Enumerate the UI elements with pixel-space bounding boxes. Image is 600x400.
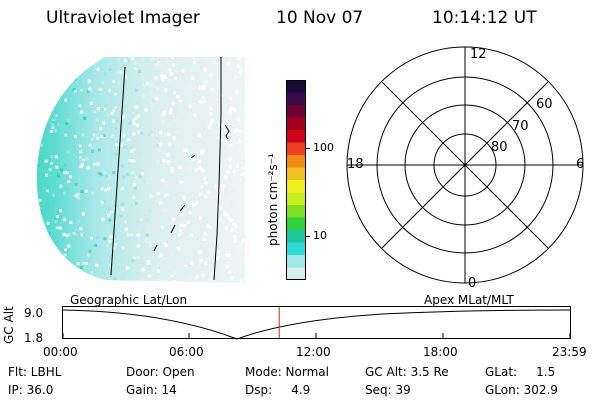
colorbar-band	[286, 130, 306, 143]
polar-diagonal-2	[381, 81, 549, 249]
door-value: Door: Open	[126, 365, 195, 379]
filter-value: Flt: LBHL	[8, 365, 62, 379]
colorbar-band	[286, 230, 306, 243]
altitude-timeline-plot[interactable]	[62, 306, 572, 340]
colorbar-label: photon cm⁻²s⁻¹	[266, 153, 280, 246]
colorbar-band	[286, 117, 306, 131]
sequence-value: Seq: 39	[365, 383, 411, 397]
colorbar-band	[286, 255, 306, 268]
colorbar-band	[286, 155, 306, 168]
dsp-value: Dsp: 4.9	[245, 383, 311, 397]
colorbar-tick-10: 10	[313, 229, 327, 242]
colorbar-band	[286, 92, 306, 106]
timeline-left-title: Geographic Lat/Lon	[70, 293, 188, 307]
lat-label-80: 80	[491, 140, 508, 155]
mlt-label-18: 18	[347, 157, 364, 172]
ip-value: IP: 36.0	[8, 383, 54, 397]
colorbar-tick-100: 100	[313, 141, 334, 154]
colorbar-band	[286, 192, 306, 206]
timeline-ticks	[62, 333, 571, 338]
colorbar-tick-mark-100	[306, 148, 310, 149]
timeline-ylabel: GC Alt	[2, 306, 16, 344]
altitude-curve	[62, 309, 571, 340]
lat-label-70: 70	[512, 119, 529, 134]
colorbar-band	[286, 80, 306, 93]
colorbar-frame	[286, 80, 306, 280]
glat-value: GLat: 1.5	[485, 365, 556, 379]
polar-mlt-plot	[346, 46, 584, 284]
colorbar-band	[286, 142, 306, 156]
colorbar-band	[286, 180, 306, 193]
lat-label-60: 60	[536, 97, 553, 112]
colorbar	[286, 80, 306, 281]
timeline-xtick-1200: 12:00	[296, 345, 331, 359]
gain-value: Gain: 14	[126, 383, 177, 397]
timeline-ytick-bottom: 1.8	[24, 331, 44, 345]
instrument-title: Ultraviolet Imager	[46, 8, 200, 28]
colorbar-gradient	[286, 80, 306, 281]
earth-uv-image	[36, 57, 245, 283]
disk-image	[36, 57, 245, 283]
terminator-line	[213, 57, 222, 281]
colorbar-band	[286, 217, 306, 231]
mlt-label-0: 0	[468, 276, 477, 291]
meridian-line	[110, 66, 126, 276]
timeline-xtick-0000: 00:00	[43, 345, 78, 359]
mode-value: Mode: Normal	[245, 365, 329, 379]
timeline-xtick-1800: 18:00	[423, 345, 458, 359]
mlt-label-12: 12	[470, 47, 487, 62]
gc-alt-value: GC Alt: 3.5 Re	[365, 365, 449, 379]
timeline-frame	[62, 306, 571, 339]
mlt-label-6: 6	[576, 157, 585, 172]
colorbar-band	[286, 267, 306, 281]
timeline-ytick-top: 9.0	[24, 306, 44, 320]
timeline-xtick-2359: 23:59	[552, 345, 587, 359]
colorbar-band	[286, 205, 306, 218]
colorbar-band	[286, 105, 306, 118]
timeline-right-title: Apex MLat/MLT	[424, 293, 514, 307]
colorbar-band	[286, 167, 306, 181]
coastline-traces	[153, 124, 230, 252]
observation-date: 10 Nov 07	[276, 8, 364, 28]
timeline-xtick-0600: 06:00	[169, 345, 204, 359]
colorbar-band	[286, 242, 306, 256]
glon-value: GLon: 302.9	[485, 383, 558, 397]
colorbar-tick-mark-10	[306, 236, 310, 237]
observation-time: 10:14:12 UT	[432, 8, 537, 28]
